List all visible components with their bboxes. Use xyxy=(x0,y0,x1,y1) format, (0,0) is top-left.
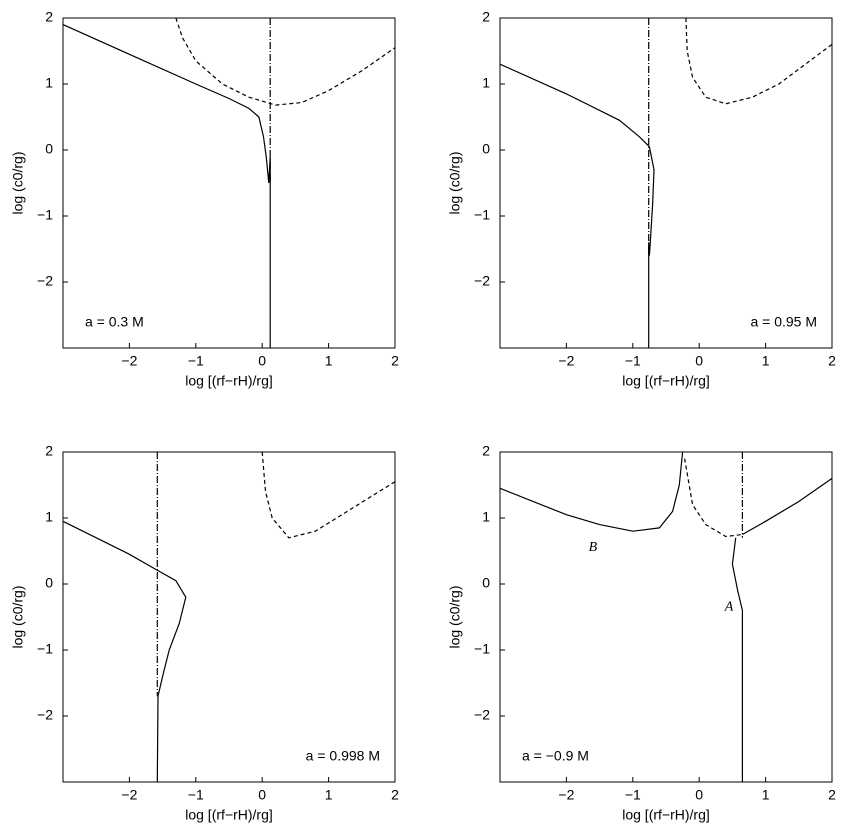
y-axis-label: log (c0/rg) xyxy=(10,151,26,214)
x-axis-label: log [(rf−rH)/rg] xyxy=(185,807,273,823)
x-tick-label: 0 xyxy=(695,353,703,369)
x-axis-label: log [(rf−rH)/rg] xyxy=(622,807,710,823)
x-tick-label: 0 xyxy=(695,787,703,803)
plot-frame xyxy=(499,451,833,783)
y-tick-label: 0 xyxy=(45,141,53,157)
plot-frame xyxy=(499,17,833,349)
y-tick-label: 0 xyxy=(482,141,490,157)
x-tick-label: 2 xyxy=(828,353,836,369)
x-axis-label: log [(rf−rH)/rg] xyxy=(185,373,273,389)
x-tick-label: 2 xyxy=(391,787,399,803)
curve xyxy=(684,458,743,538)
y-axis-label: log (c0/rg) xyxy=(447,585,463,648)
curve xyxy=(499,63,655,348)
y-tick-label: −2 xyxy=(474,707,490,723)
x-tick-label: −1 xyxy=(625,353,641,369)
y-tick-label: 2 xyxy=(482,9,490,25)
panel: −2 −1 0 1 2 −2 −1 0 1 2 log [(rf−rH)/rg] log (c0/rg… xyxy=(10,9,399,389)
panel: −2 −1 0 1 2 −2 −1 0 1 2 log [(rf−rH)/rg] log (c0/rg… xyxy=(447,443,836,823)
y-tick-label: 2 xyxy=(45,9,53,25)
y-tick-label: 2 xyxy=(482,443,490,459)
x-tick-label: 2 xyxy=(828,787,836,803)
y-tick-label: 1 xyxy=(45,75,53,91)
x-tick-label: 1 xyxy=(325,353,333,369)
x-tick-label: −2 xyxy=(558,787,574,803)
y-tick-label: 1 xyxy=(482,509,490,525)
point-label: A xyxy=(724,599,734,614)
curve xyxy=(62,24,271,348)
y-tick-label: −2 xyxy=(474,273,490,289)
y-tick-label: 0 xyxy=(482,575,490,591)
y-tick-label: −2 xyxy=(37,707,53,723)
x-tick-label: −1 xyxy=(188,353,204,369)
curve xyxy=(175,17,396,106)
x-tick-label: −1 xyxy=(625,787,641,803)
plot-frame xyxy=(62,17,396,349)
annotation: a = −0.9 M xyxy=(522,748,589,764)
y-tick-label: −2 xyxy=(37,273,53,289)
y-tick-label: −1 xyxy=(37,641,53,657)
y-tick-label: −1 xyxy=(474,207,490,223)
x-tick-label: 2 xyxy=(391,353,399,369)
y-tick-label: −1 xyxy=(474,641,490,657)
plot-frame xyxy=(62,451,396,783)
x-tick-label: −1 xyxy=(188,787,204,803)
y-axis-label: log (c0/rg) xyxy=(10,585,26,648)
curve xyxy=(685,17,833,105)
annotation: a = 0.3 M xyxy=(85,314,144,330)
panel: −2 −1 0 1 2 −2 −1 0 1 2 log [(rf−rH)/rg] log (c0/rg… xyxy=(10,443,399,823)
annotation: a = 0.95 M xyxy=(750,314,817,330)
y-tick-label: 1 xyxy=(45,509,53,525)
curve xyxy=(62,520,187,783)
x-tick-label: −2 xyxy=(558,353,574,369)
panel: −2 −1 0 1 2 −2 −1 0 1 2 log [(rf−rH)/rg] log (c0/rg… xyxy=(447,9,836,389)
x-tick-label: 1 xyxy=(325,787,333,803)
x-tick-label: 0 xyxy=(258,353,266,369)
y-tick-label: 1 xyxy=(482,75,490,91)
x-tick-label: 1 xyxy=(762,787,770,803)
y-tick-label: −1 xyxy=(37,207,53,223)
x-tick-label: −2 xyxy=(121,787,137,803)
x-axis-label: log [(rf−rH)/rg] xyxy=(622,373,710,389)
point-label: B xyxy=(589,540,598,555)
curve xyxy=(261,451,396,539)
x-tick-label: 0 xyxy=(258,787,266,803)
y-tick-label: 0 xyxy=(45,575,53,591)
x-tick-label: 1 xyxy=(762,353,770,369)
y-axis-label: log (c0/rg) xyxy=(447,151,463,214)
y-tick-label: 2 xyxy=(45,443,53,459)
x-tick-label: −2 xyxy=(121,353,137,369)
curve xyxy=(499,451,833,782)
annotation: a = 0.998 M xyxy=(306,748,380,764)
